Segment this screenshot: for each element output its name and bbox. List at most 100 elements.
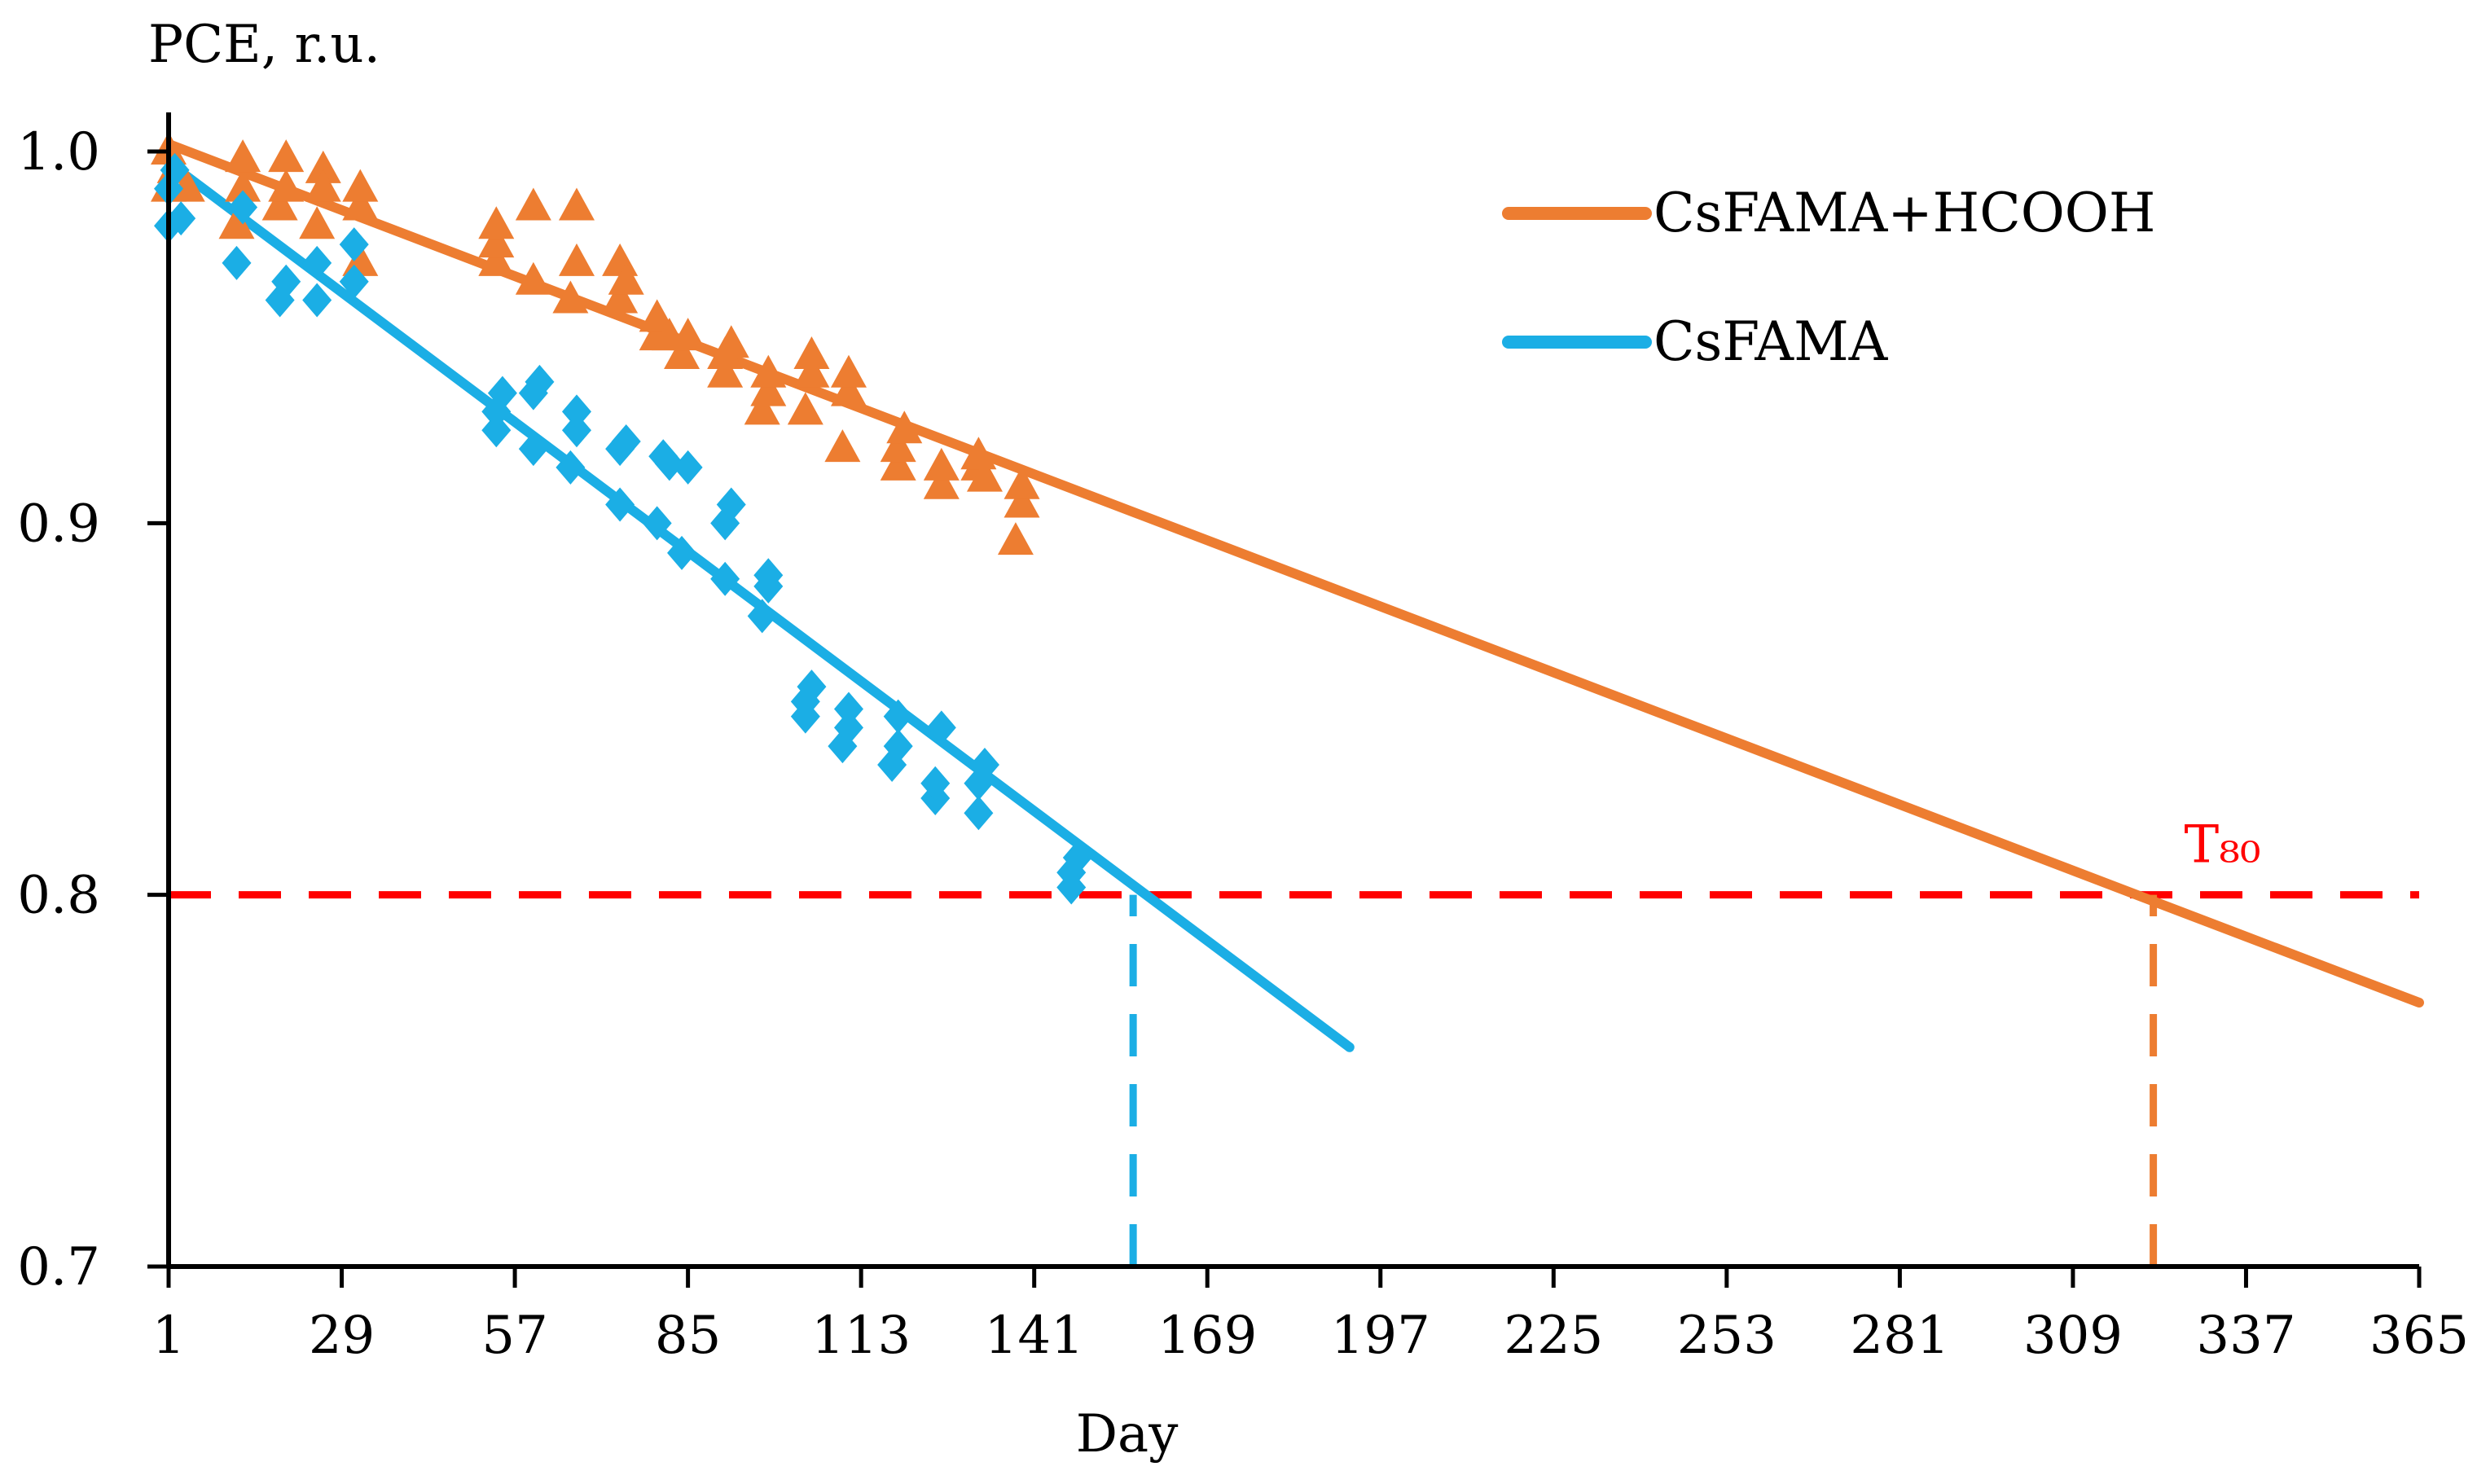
diamond-point (271, 264, 301, 299)
diamond-point (339, 264, 369, 299)
triangle-point (268, 139, 305, 173)
triangle-point (824, 429, 861, 463)
diamond-point (525, 364, 555, 399)
triangle-point (997, 522, 1034, 555)
diamond-point (556, 450, 586, 485)
reference-lines (169, 891, 2419, 1267)
x-tick-label: 225 (1504, 1306, 1603, 1366)
triangle-point (639, 299, 675, 332)
triangle-point (880, 447, 916, 481)
diamond-point (833, 710, 863, 745)
triangle-point (664, 336, 700, 369)
y-tick-label: 1.0 (17, 122, 100, 182)
x-tick-label: 113 (811, 1306, 911, 1366)
trend-lines (164, 138, 2424, 1052)
diamond-point (642, 506, 672, 541)
diamond-point (833, 692, 863, 727)
triangle-point (558, 187, 595, 221)
diamond-point (228, 190, 258, 225)
triangle-point (342, 169, 379, 202)
diamond-point (481, 413, 512, 448)
triangle-point (830, 354, 867, 388)
diamond-point (605, 487, 635, 522)
diamond-point (673, 450, 703, 485)
triangle-point (880, 429, 916, 463)
x-tick-label: 281 (1850, 1306, 1949, 1366)
diamond-point (339, 227, 369, 262)
triangle-point (225, 139, 261, 173)
x-tick-label: 57 (481, 1306, 547, 1366)
diamond-point (883, 699, 913, 734)
triangle-point (305, 169, 341, 202)
diamond-point (654, 446, 684, 481)
triangle-point (886, 411, 923, 444)
diamond-point (1062, 841, 1092, 876)
triangle-point (552, 280, 589, 314)
triangle-point (225, 169, 261, 202)
triangle-point (923, 466, 960, 499)
triangle-point (793, 354, 830, 388)
x-tick-label: 253 (1677, 1306, 1777, 1366)
triangle-point (478, 206, 515, 239)
x-tick-label: 309 (2023, 1306, 2123, 1366)
triangle-point (966, 459, 1003, 492)
diamond-point (969, 747, 999, 782)
triangle-point (960, 437, 997, 470)
triangle-point (299, 206, 336, 239)
triangle-point (218, 206, 255, 239)
triangle-point (830, 373, 867, 406)
x-tick-label: 169 (1157, 1306, 1257, 1366)
triangle-point (787, 392, 823, 425)
triangle-point (558, 243, 595, 276)
diamond-point (166, 201, 196, 236)
triangle-point (268, 169, 305, 202)
diamond-point (964, 796, 994, 831)
diamond-point (561, 413, 591, 448)
triangle-point (793, 336, 830, 369)
legend-label-csfama-hcooh: CsFAMA+HCOOH (1654, 182, 2155, 244)
diamond-point (561, 394, 591, 429)
x-tick-label: 29 (309, 1306, 375, 1366)
x-tick-label: 141 (985, 1306, 1084, 1366)
diamond-point (883, 729, 913, 764)
diamond-point (710, 561, 740, 596)
triangle-point (713, 325, 749, 358)
diamond-point (747, 599, 777, 634)
x-axis-title: Day (1076, 1404, 1179, 1464)
triangle-point (750, 354, 787, 388)
diamond-point (487, 375, 517, 411)
diamond-point (920, 766, 951, 801)
legend: CsFAMA+HCOOH CsFAMA (1502, 182, 2155, 373)
x-tick-label: 337 (2196, 1306, 2295, 1366)
diamond-point (716, 487, 746, 522)
y-tick-label: 0.7 (17, 1237, 100, 1297)
triangle-point (342, 187, 379, 221)
diamond-point (753, 558, 784, 593)
triangle-point (1004, 485, 1040, 518)
triangle-point (750, 373, 787, 406)
triangle-point (602, 280, 639, 314)
triangle-point (261, 187, 298, 221)
diamond-point (302, 283, 332, 318)
y-axis-title: PCE, r.u. (148, 15, 380, 75)
diamond-point (302, 245, 332, 280)
triangle-point (478, 243, 515, 276)
diamond-point (611, 424, 641, 459)
triangle-point (670, 318, 706, 351)
diamond-point (797, 670, 827, 705)
triangle-point (1004, 466, 1040, 499)
triangle-point (478, 225, 515, 258)
data-points (151, 132, 1092, 905)
triangle-point (608, 261, 644, 295)
y-tick-label: 0.9 (17, 494, 100, 554)
x-tick-label: 1 (152, 1306, 186, 1366)
triangle-point (744, 392, 780, 425)
triangle-point (515, 261, 551, 295)
t80-label: T₈₀ (2185, 815, 2261, 876)
diamond-point (222, 245, 252, 280)
y-tick-label: 0.8 (17, 866, 100, 926)
diamond-point (926, 710, 956, 745)
triangle-point (707, 354, 744, 388)
x-tick-label: 365 (2369, 1306, 2469, 1366)
